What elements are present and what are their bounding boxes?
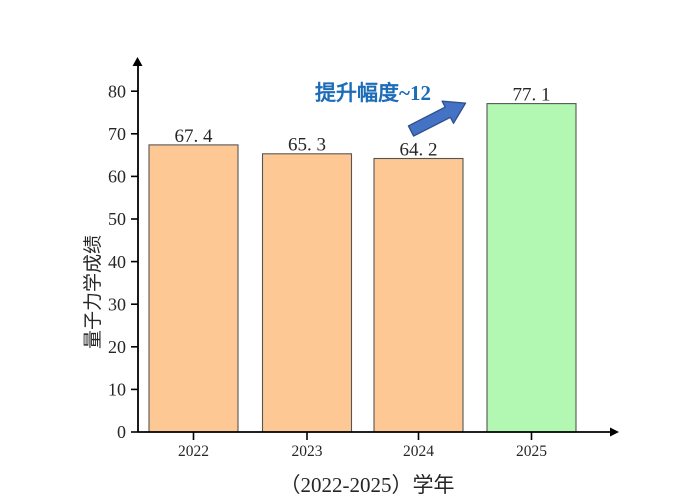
svg-text:0: 0 bbox=[117, 422, 126, 442]
svg-text:（2022-2025）学年: （2022-2025）学年 bbox=[280, 473, 455, 497]
svg-text:提升幅度~12: 提升幅度~12 bbox=[315, 81, 431, 105]
svg-text:2025: 2025 bbox=[516, 443, 547, 460]
svg-text:10: 10 bbox=[108, 380, 126, 400]
svg-text:70: 70 bbox=[108, 124, 126, 144]
svg-text:2024: 2024 bbox=[403, 443, 434, 460]
svg-text:2022: 2022 bbox=[178, 443, 209, 460]
svg-text:67. 4: 67. 4 bbox=[175, 126, 214, 147]
svg-text:64. 2: 64. 2 bbox=[400, 139, 438, 160]
svg-text:30: 30 bbox=[108, 294, 126, 314]
svg-text:77. 1: 77. 1 bbox=[513, 85, 551, 106]
svg-text:2023: 2023 bbox=[292, 443, 323, 460]
svg-text:60: 60 bbox=[108, 167, 126, 187]
svg-text:20: 20 bbox=[108, 337, 126, 357]
svg-text:50: 50 bbox=[108, 209, 126, 229]
svg-text:量子力学成绩: 量子力学成绩 bbox=[82, 235, 104, 349]
svg-text:80: 80 bbox=[108, 81, 126, 101]
svg-text:40: 40 bbox=[108, 252, 126, 272]
svg-text:65. 3: 65. 3 bbox=[288, 135, 326, 156]
